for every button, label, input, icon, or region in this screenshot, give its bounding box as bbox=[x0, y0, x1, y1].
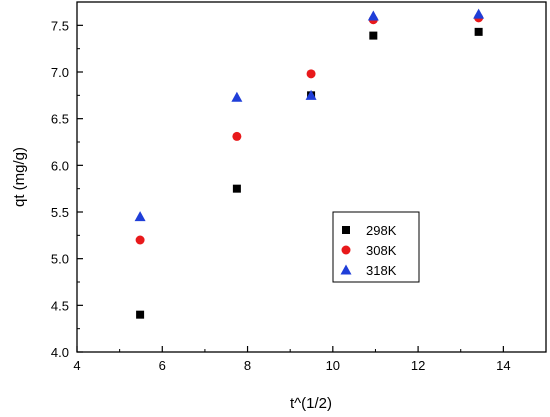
x-tick-label: 14 bbox=[496, 358, 510, 373]
data-point-318K bbox=[473, 8, 485, 19]
y-tick-label: 7.0 bbox=[51, 65, 69, 80]
y-tick-label: 7.5 bbox=[51, 18, 69, 33]
data-point-298K bbox=[232, 184, 241, 193]
data-point-298K bbox=[369, 31, 378, 40]
y-axis-title: qt (mg/g) bbox=[11, 147, 28, 207]
data-point-308K bbox=[232, 131, 242, 141]
x-tick-label: 12 bbox=[411, 358, 425, 373]
data-point-308K bbox=[135, 235, 145, 245]
data-point-318K bbox=[231, 91, 243, 102]
x-axis-title: t^(1/2) bbox=[290, 395, 332, 412]
y-tick-label: 4.5 bbox=[51, 298, 69, 313]
y-tick-label: 4.0 bbox=[51, 345, 69, 360]
legend: 298K 308K 318K bbox=[332, 211, 420, 283]
y-tick-label: 5.5 bbox=[51, 205, 69, 220]
axes: 4 6 8 10 12 14 4.0 4.5 5.0 5.5 6.0 6.5 7.0 7.5 bbox=[51, 18, 511, 373]
x-tick-label: 8 bbox=[244, 358, 251, 373]
y-tick-label: 6.0 bbox=[51, 158, 69, 173]
data-points bbox=[134, 8, 485, 319]
data-point-308K bbox=[306, 69, 316, 79]
legend-marker-308K bbox=[341, 245, 351, 255]
data-point-298K bbox=[136, 310, 145, 319]
legend-label: 318K bbox=[366, 263, 397, 278]
data-point-318K bbox=[134, 211, 146, 222]
y-tick-label: 5.0 bbox=[51, 252, 69, 267]
legend-label: 308K bbox=[366, 243, 397, 258]
plot-frame bbox=[76, 1, 547, 353]
x-tick-label: 4 bbox=[73, 358, 80, 373]
legend-label: 298K bbox=[366, 223, 397, 238]
x-tick-label: 6 bbox=[159, 358, 166, 373]
legend-marker-318K bbox=[340, 264, 352, 275]
data-point-298K bbox=[474, 27, 483, 36]
x-tick-label: 10 bbox=[326, 358, 340, 373]
y-tick-label: 6.5 bbox=[51, 112, 69, 127]
data-point-318K bbox=[367, 10, 379, 21]
legend-marker-298K bbox=[342, 226, 350, 234]
data-point-318K bbox=[305, 89, 317, 100]
